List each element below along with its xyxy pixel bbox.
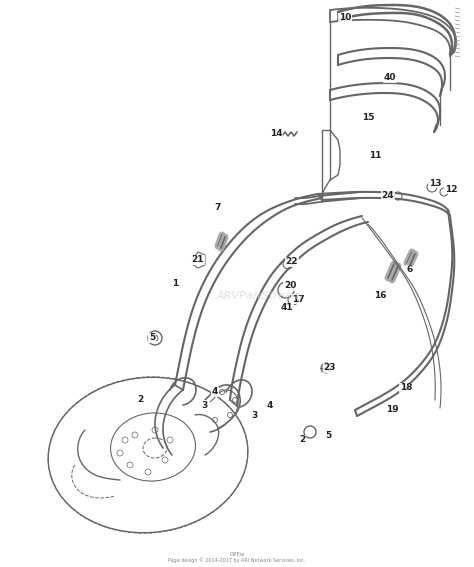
Text: 4: 4	[267, 400, 273, 409]
Text: OPEw: OPEw	[229, 552, 245, 556]
Text: 12: 12	[445, 184, 457, 193]
Text: Page design © 2014-2017 by ARI Network Services, Inc.: Page design © 2014-2017 by ARI Network S…	[168, 557, 306, 563]
Text: 41: 41	[281, 303, 293, 312]
Text: 21: 21	[192, 256, 204, 264]
Text: 22: 22	[286, 257, 298, 266]
Text: 40: 40	[384, 74, 396, 83]
Text: 24: 24	[382, 191, 394, 200]
Text: 4: 4	[212, 387, 218, 396]
Text: 3: 3	[202, 400, 208, 409]
Text: 7: 7	[215, 202, 221, 211]
Text: 1: 1	[172, 278, 178, 287]
Text: 5: 5	[149, 333, 155, 342]
Text: 11: 11	[369, 150, 381, 159]
Text: 18: 18	[400, 383, 412, 392]
Text: 20: 20	[284, 281, 296, 290]
Text: 19: 19	[386, 405, 398, 414]
Text: 10: 10	[339, 14, 351, 23]
Text: 23: 23	[324, 363, 336, 373]
Circle shape	[321, 363, 331, 373]
Text: ARVPartStream: ARVPartStream	[217, 291, 303, 301]
Text: 2: 2	[299, 435, 305, 445]
Text: 13: 13	[429, 179, 441, 188]
Text: 17: 17	[292, 294, 304, 303]
Text: 5: 5	[325, 430, 331, 439]
Text: 3: 3	[252, 411, 258, 420]
Text: 2: 2	[137, 396, 143, 404]
Text: 14: 14	[270, 129, 283, 138]
Text: 16: 16	[374, 290, 386, 299]
Text: 6: 6	[407, 265, 413, 274]
Text: 15: 15	[362, 113, 374, 122]
